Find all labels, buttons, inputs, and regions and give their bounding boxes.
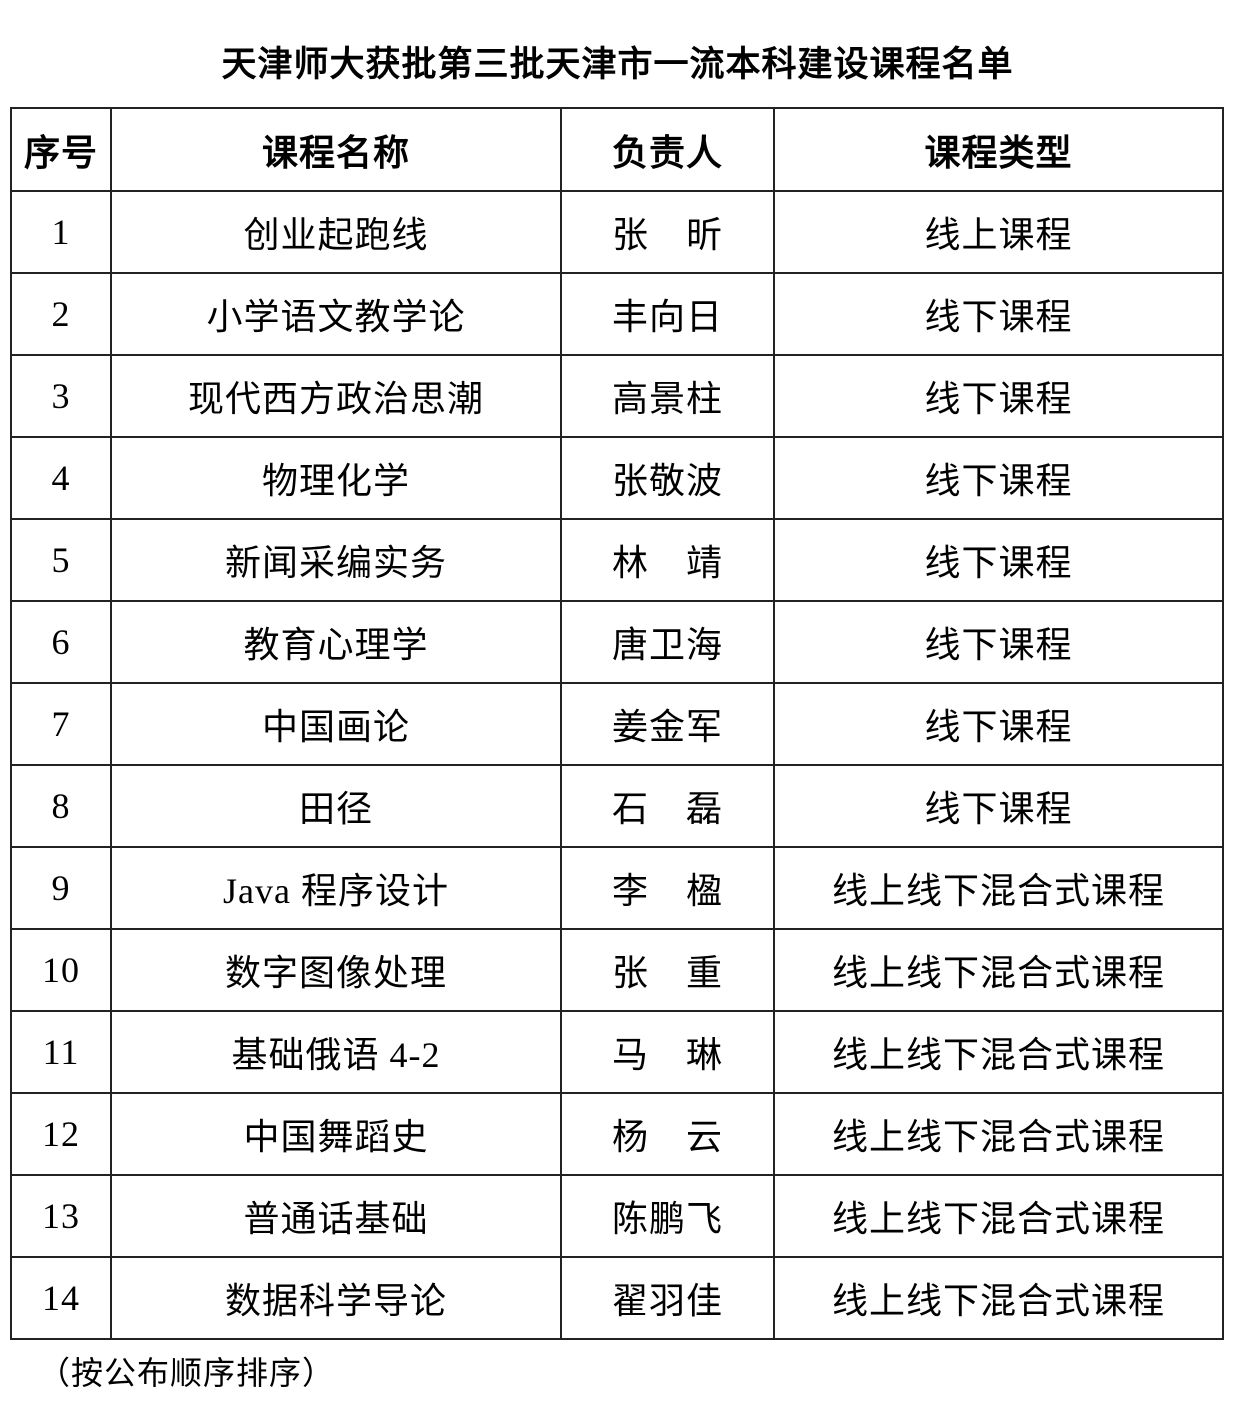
row-number-cell: 2 (10, 272, 112, 356)
course-type-cell: 线上线下混合式课程 (773, 1174, 1224, 1258)
row-number-cell: 6 (10, 600, 112, 684)
course-name-cell: 物理化学 (110, 436, 562, 520)
course-name-cell: 数字图像处理 (110, 928, 562, 1012)
course-name-cell: 中国画论 (110, 682, 562, 766)
row-number-cell: 11 (10, 1010, 112, 1094)
row-number-cell: 3 (10, 354, 112, 438)
table-row: 11 基础俄语 4-2 马 琳 线上线下混合式课程 (10, 1010, 1224, 1094)
leader-cell: 张 昕 (560, 190, 775, 274)
table-row: 8 田径 石 磊 线下课程 (10, 764, 1224, 848)
footnote: （按公布顺序排序） (38, 1355, 336, 1391)
course-name-cell: 现代西方政治思潮 (110, 354, 562, 438)
leader-cell: 张 重 (560, 928, 775, 1012)
leader-cell: 李 楹 (560, 846, 775, 930)
course-name-cell: 中国舞蹈史 (110, 1092, 562, 1176)
row-number-cell: 8 (10, 764, 112, 848)
course-name-cell: 普通话基础 (110, 1174, 562, 1258)
course-type-cell: 线上线下混合式课程 (773, 1256, 1224, 1340)
course-type-cell: 线上线下混合式课程 (773, 928, 1224, 1012)
course-type-cell: 线上线下混合式课程 (773, 1092, 1224, 1176)
table-row: 7 中国画论 姜金军 线下课程 (10, 682, 1224, 766)
course-name-cell: 数据科学导论 (110, 1256, 562, 1340)
leader-cell: 杨 云 (560, 1092, 775, 1176)
table-row: 14 数据科学导论 翟羽佳 线上线下混合式课程 (10, 1256, 1224, 1340)
row-number-cell: 12 (10, 1092, 112, 1176)
course-name-cell: 新闻采编实务 (110, 518, 562, 602)
table-row: 13 普通话基础 陈鹏飞 线上线下混合式课程 (10, 1174, 1224, 1258)
leader-cell: 丰向日 (560, 272, 775, 356)
course-type-cell: 线下课程 (773, 272, 1224, 356)
course-type-cell: 线下课程 (773, 518, 1224, 602)
course-type-cell: 线下课程 (773, 682, 1224, 766)
table-row: 10 数字图像处理 张 重 线上线下混合式课程 (10, 928, 1224, 1012)
header-row: 序号 课程名称 负责人 课程类型 (10, 107, 1224, 192)
page-title: 天津师大获批第三批天津市一流本科建设课程名单 (221, 45, 1014, 84)
course-type-cell: 线下课程 (773, 436, 1224, 520)
leader-cell: 石 磊 (560, 764, 775, 848)
leader-cell: 马 琳 (560, 1010, 775, 1094)
header-number: 序号 (10, 107, 112, 192)
course-type-cell: 线下课程 (773, 600, 1224, 684)
row-number-cell: 10 (10, 928, 112, 1012)
leader-cell: 翟羽佳 (560, 1256, 775, 1340)
row-number-cell: 1 (10, 190, 112, 274)
course-type-cell: 线上课程 (773, 190, 1224, 274)
row-number-cell: 13 (10, 1174, 112, 1258)
leader-cell: 唐卫海 (560, 600, 775, 684)
table-row: 6 教育心理学 唐卫海 线下课程 (10, 600, 1224, 684)
table-row: 5 新闻采编实务 林 靖 线下课程 (10, 518, 1224, 602)
course-type-cell: 线下课程 (773, 354, 1224, 438)
row-number-cell: 9 (10, 846, 112, 930)
row-number-cell: 5 (10, 518, 112, 602)
leader-cell: 陈鹏飞 (560, 1174, 775, 1258)
leader-cell: 张敬波 (560, 436, 775, 520)
course-name-cell: 基础俄语 4-2 (110, 1010, 562, 1094)
course-name-cell: 创业起跑线 (110, 190, 562, 274)
course-type-cell: 线下课程 (773, 764, 1224, 848)
course-name-cell: Java 程序设计 (110, 846, 562, 930)
table-row: 4 物理化学 张敬波 线下课程 (10, 436, 1224, 520)
table-row: 3 现代西方政治思潮 高景柱 线下课程 (10, 354, 1224, 438)
course-list-table: 序号 课程名称 负责人 课程类型 1 创业起跑线 张 昕 线上课程 2 小学语文… (10, 107, 1224, 1340)
row-number-cell: 14 (10, 1256, 112, 1340)
row-number-cell: 4 (10, 436, 112, 520)
table-row: 12 中国舞蹈史 杨 云 线上线下混合式课程 (10, 1092, 1224, 1176)
course-type-cell: 线上线下混合式课程 (773, 1010, 1224, 1094)
leader-cell: 林 靖 (560, 518, 775, 602)
header-leader: 负责人 (560, 107, 775, 192)
course-name-cell: 田径 (110, 764, 562, 848)
table-row: 1 创业起跑线 张 昕 线上课程 (10, 190, 1224, 274)
table-row: 9 Java 程序设计 李 楹 线上线下混合式课程 (10, 846, 1224, 930)
course-type-cell: 线上线下混合式课程 (773, 846, 1224, 930)
row-number-cell: 7 (10, 682, 112, 766)
course-name-cell: 小学语文教学论 (110, 272, 562, 356)
header-course-type: 课程类型 (773, 107, 1224, 192)
header-course-name: 课程名称 (110, 107, 562, 192)
leader-cell: 高景柱 (560, 354, 775, 438)
table-row: 2 小学语文教学论 丰向日 线下课程 (10, 272, 1224, 356)
course-name-cell: 教育心理学 (110, 600, 562, 684)
leader-cell: 姜金军 (560, 682, 775, 766)
